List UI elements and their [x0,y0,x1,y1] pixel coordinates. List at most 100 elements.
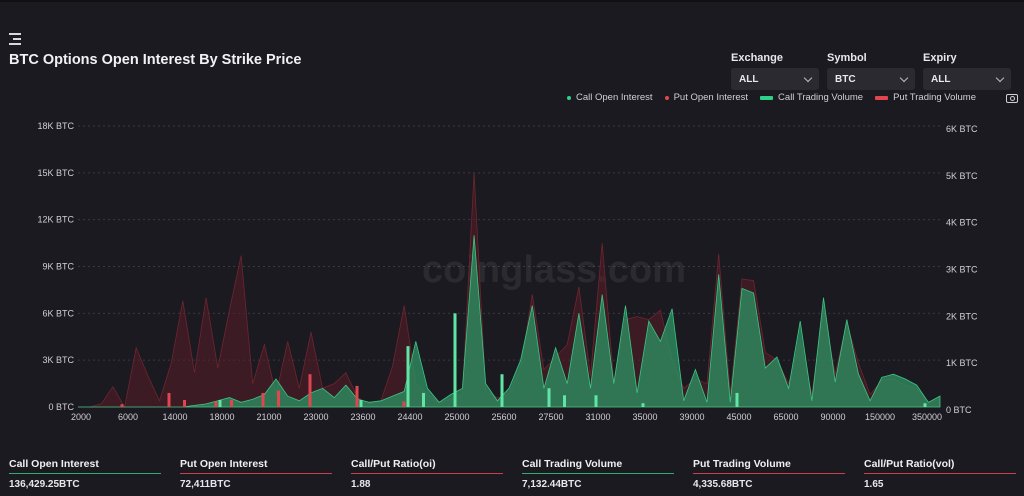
put-volume-bar [214,401,218,407]
symbol-select[interactable]: BTC [827,68,915,90]
exchange-select[interactable]: ALL [731,68,819,90]
x-tick-label: 25000 [444,412,469,422]
stat-oi-ratio: Call/Put Ratio(oi) 1.88 [351,458,503,490]
stat-put-volume: Put Trading Volume 4,335.68BTC [693,458,845,490]
y-right-tick-label: 4K BTC [946,218,978,228]
stat-volume-ratio: Call/Put Ratio(vol) 1.65 [864,458,1016,490]
expiry-select[interactable]: ALL [923,68,1011,90]
put-volume-bar [308,374,312,407]
put-volume-bar [167,392,171,407]
call-open-interest-area [78,235,941,408]
y-right-tick-label: 0 BTC [946,405,972,415]
symbol-value: BTC [835,73,856,85]
x-tick-label: 27500 [538,412,563,422]
x-tick-label: 90000 [820,412,845,422]
legend-call-oi[interactable]: Call Open Interest [567,92,653,103]
legend-dot-icon [567,95,571,100]
exchange-label: Exchange [731,52,783,64]
exchange-value: ALL [739,73,759,85]
call-volume-bar [547,388,551,407]
put-volume-bar [183,399,187,407]
call-volume-bar [406,346,410,407]
call-volume-bar [641,403,645,407]
stat-label: Call/Put Ratio(vol) [864,458,1016,474]
call-volume-bar [422,392,426,407]
legend-put-volume[interactable]: Put Trading Volume [875,92,976,103]
x-tick-label: 350000 [912,412,942,422]
x-tick-label: 31000 [585,412,610,422]
call-volume-bar [735,392,739,407]
y-right-tick-label: 2K BTC [946,311,978,321]
put-volume-bar [120,404,124,407]
page-title: BTC Options Open Interest By Strike Pric… [9,52,302,68]
legend-bar-icon [760,95,774,100]
stat-value: 1.65 [864,479,884,490]
x-tick-label: 45000 [726,412,751,422]
x-tick-label: 35000 [632,412,657,422]
put-volume-bar [402,401,406,407]
legend-label: Call Trading Volume [778,92,864,103]
legend-bar-icon [875,95,889,100]
stat-value: 72,411BTC [180,479,231,490]
call-volume-bar [359,399,363,407]
y-left-tick-label: 3K BTC [42,355,74,365]
call-volume-bar [923,403,927,407]
legend-call-volume[interactable]: Call Trading Volume [760,92,863,103]
x-tick-label: 14000 [162,412,187,422]
legend-label: Put Trading Volume [893,92,976,103]
x-tick-label: 39000 [679,412,704,422]
expiry-label: Expiry [923,52,957,64]
put-volume-bar [277,390,281,407]
legend-label: Put Open Interest [673,92,749,103]
chevron-down-icon [899,73,909,82]
put-volume-bar [261,392,265,407]
stat-call-volume: Call Trading Volume 7,132.44BTC [522,458,674,490]
stat-value: 4,335.68BTC [693,479,753,490]
x-tick-label: 21000 [256,412,281,422]
call-volume-bar [453,313,457,407]
stat-put-oi: Put Open Interest 72,411BTC [180,458,332,490]
chevron-down-icon [803,73,813,82]
expiry-value: ALL [931,73,951,85]
y-left-tick-label: 6K BTC [42,308,74,318]
x-tick-label: 6000 [118,412,138,422]
call-volume-bar [500,374,504,407]
camera-icon[interactable] [1006,92,1018,103]
top-border [0,0,1024,2]
legend-put-oi[interactable]: Put Open Interest [664,92,749,103]
put-volume-bar [230,399,234,407]
stat-label: Put Open Interest [180,458,332,474]
x-tick-label: 2000 [71,412,91,422]
x-tick-label: 25600 [491,412,516,422]
stat-label: Put Trading Volume [693,458,845,474]
expiry-filter: Expiry ALL [923,52,1011,90]
x-tick-label: 23000 [303,412,328,422]
menu-icon[interactable] [9,33,23,45]
y-left-tick-label: 12K BTC [37,215,74,225]
call-volume-bar [594,395,598,407]
stat-call-oi: Call Open Interest 136,429.25BTC [9,458,161,490]
call-volume-bar [218,399,222,407]
stat-label: Call Open Interest [9,458,161,474]
stat-value: 7,132.44BTC [522,479,582,490]
legend-label: Call Open Interest [576,92,653,103]
y-left-tick-label: 18K BTC [37,121,74,131]
y-left-tick-label: 9K BTC [42,262,74,272]
stat-label: Call/Put Ratio(oi) [351,458,503,474]
legend-dot-icon [664,95,669,100]
y-right-tick-label: 1K BTC [946,358,978,368]
stat-value: 1.88 [351,479,371,490]
y-left-tick-label: 15K BTC [37,168,74,178]
x-tick-label: 65000 [773,412,798,422]
stat-value: 136,429.25BTC [9,479,80,490]
symbol-label: Symbol [827,52,867,64]
x-tick-label: 24400 [397,412,422,422]
chevron-down-icon [995,73,1005,82]
symbol-filter: Symbol BTC [827,52,915,90]
open-interest-chart: 0 BTC 3K BTC 6K BTC 9K BTC 12K BTC 15K BTC 18K… [37,121,978,422]
x-tick-label: 150000 [865,412,895,422]
y-right-tick-label: 3K BTC [946,265,978,275]
stat-label: Call Trading Volume [522,458,674,474]
watermark: coinglass.com [422,249,686,291]
y-right-tick-label: 6K BTC [946,124,978,134]
